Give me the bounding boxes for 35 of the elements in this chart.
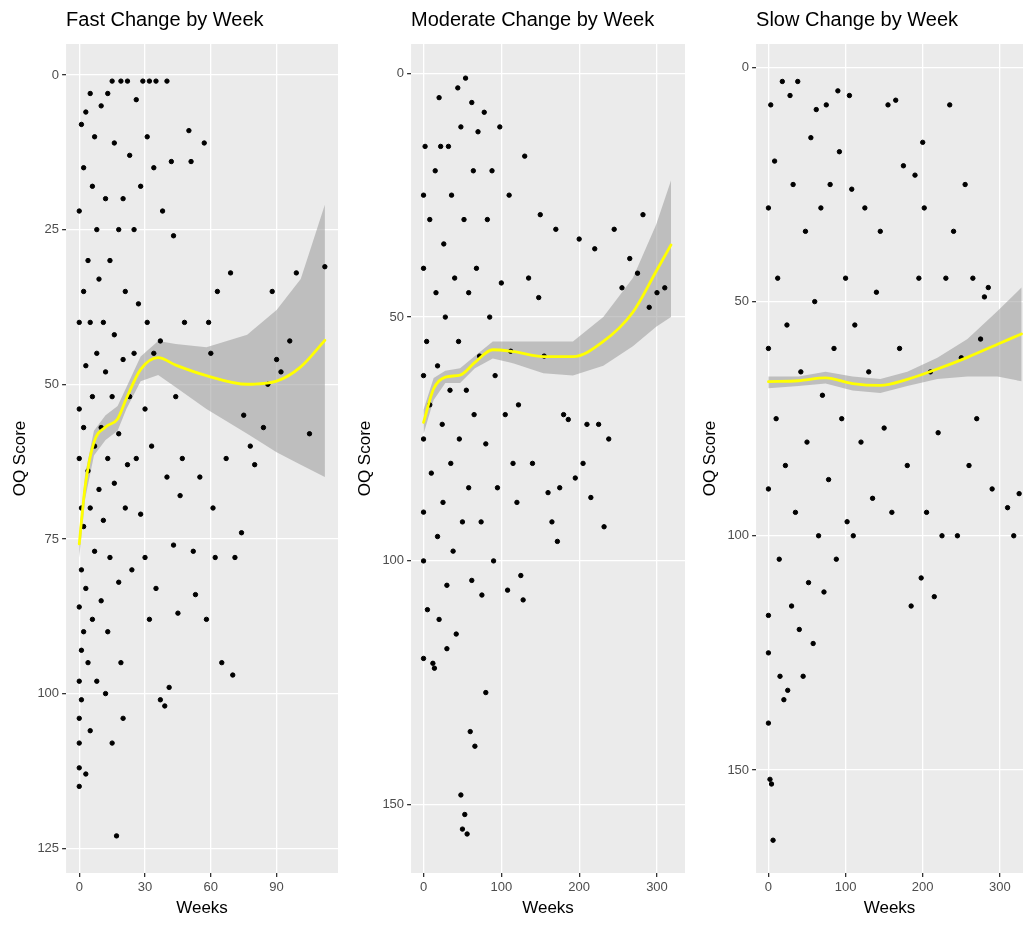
y-tick-label: 50	[734, 293, 750, 309]
y-tick-label: 0	[741, 59, 750, 74]
chart-title: Moderate Change by Week	[411, 8, 655, 31]
x-tick-label: 90	[269, 879, 284, 895]
x-tick-label: 0	[75, 879, 83, 895]
x-tick-label: 0	[764, 879, 773, 895]
x-tick-label: 30	[137, 879, 153, 895]
y-tick-label: 50	[44, 375, 60, 391]
x-tick-label: 200	[911, 879, 934, 895]
y-tick-label: 50	[389, 308, 405, 324]
y-tick-label: 125	[37, 839, 60, 855]
y-tick-label: 100	[37, 685, 60, 701]
x-axis-title: Weeks	[176, 898, 228, 918]
y-axis-title: OQ Score	[354, 420, 374, 497]
y-axis-title: OQ Score	[9, 420, 29, 497]
y-tick-label: 150	[382, 796, 405, 812]
x-tick-label: 0	[419, 879, 428, 895]
x-tick-label: 300	[989, 879, 1011, 895]
x-tick-label: 60	[203, 879, 219, 895]
y-tick-label: 0	[396, 64, 405, 80]
y-axis-title: OQ Score	[699, 420, 719, 497]
x-tick-label: 100	[834, 879, 857, 895]
chart-title: Fast Change by Week	[66, 8, 264, 31]
y-tick-label: 25	[44, 221, 60, 237]
y-tick-label: 100	[382, 552, 405, 568]
x-axis-title: Weeks	[522, 898, 574, 918]
y-tick-label: 0	[51, 66, 60, 82]
chart-title: Slow Change by Week	[756, 8, 959, 31]
y-tick-label: 150	[727, 761, 750, 777]
x-tick-label: 300	[646, 879, 668, 895]
x-axis-title: Weeks	[863, 898, 916, 918]
x-tick-label: 200	[568, 879, 591, 895]
y-tick-label: 75	[44, 530, 60, 546]
y-tick-label: 100	[727, 527, 750, 543]
x-tick-label: 100	[490, 879, 513, 895]
